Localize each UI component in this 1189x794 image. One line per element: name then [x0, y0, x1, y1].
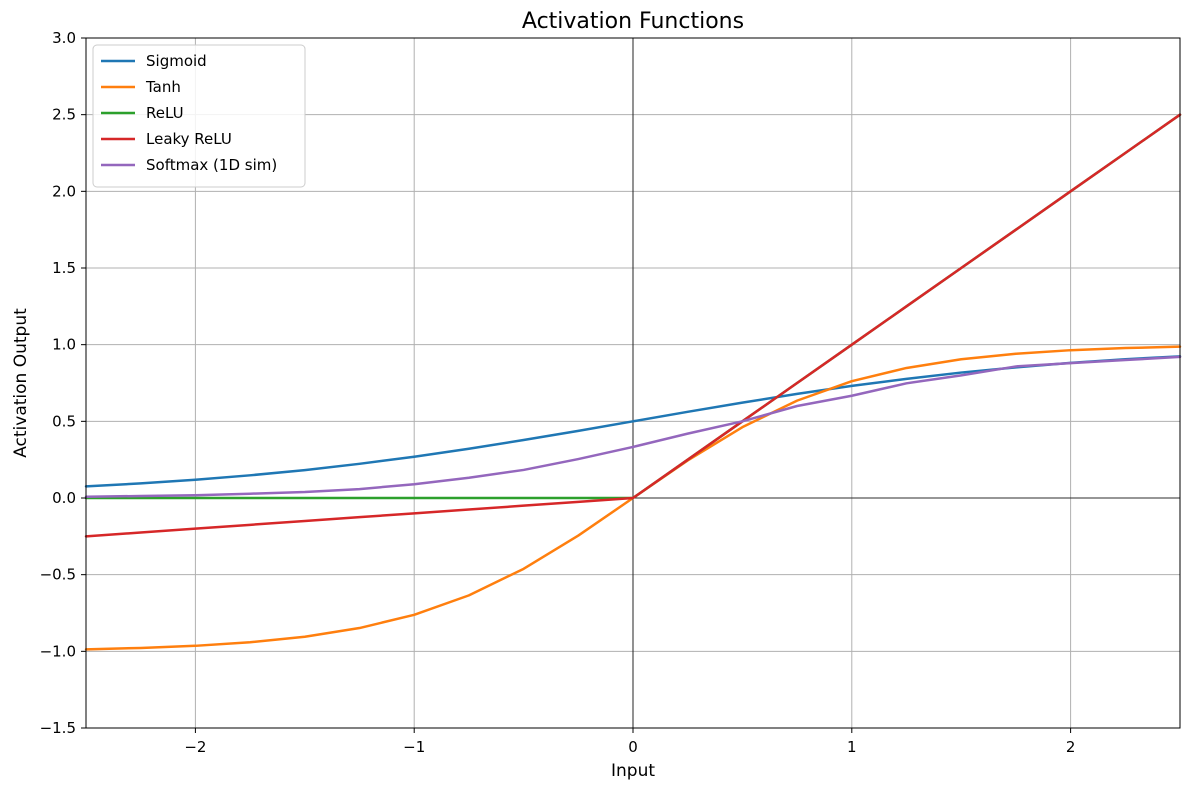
y-tick-label: −0.5	[40, 566, 76, 584]
x-axis-ticks: −2 −1 0 1 2	[184, 728, 1075, 756]
series-line-softmax-1d-sim	[84, 355, 1182, 499]
x-tick-label: −2	[184, 738, 206, 756]
y-tick-label: 3.0	[52, 29, 76, 47]
y-tick-label: 2.0	[52, 182, 76, 200]
legend-label: Leaky ReLU	[146, 130, 232, 148]
legend-label: Tanh	[145, 78, 181, 96]
y-tick-label: 1.0	[52, 336, 76, 354]
y-tick-label: 1.5	[52, 259, 76, 277]
x-tick-label: 2	[1066, 738, 1076, 756]
chart-title: Activation Functions	[522, 9, 744, 34]
legend-label: ReLU	[146, 104, 184, 122]
y-axis-ticks: −1.5 −1.0 −0.5 0.0 0.5 1.0 1.5 2.0 2.5 3.0	[40, 29, 86, 737]
y-tick-label: 2.5	[52, 106, 76, 124]
x-axis-label: Input	[611, 761, 655, 781]
legend-label: Sigmoid	[146, 52, 207, 70]
y-tick-label: −1.0	[40, 642, 76, 660]
series-lines	[84, 113, 1182, 651]
series-line-leaky-relu	[84, 113, 1182, 538]
y-tick-label: 0.0	[52, 489, 76, 507]
x-tick-label: 0	[628, 738, 638, 756]
x-tick-label: 1	[847, 738, 857, 756]
legend-box	[92, 44, 306, 188]
x-tick-label: −1	[403, 738, 425, 756]
y-tick-label: −1.5	[40, 719, 76, 737]
legend-label: Softmax (1D sim)	[146, 156, 277, 174]
legend: Sigmoid Tanh ReLU Leaky ReLU Softmax (1D sim…	[92, 44, 306, 188]
y-axis-label: Activation Output	[11, 308, 31, 458]
y-tick-label: 0.5	[52, 412, 76, 430]
